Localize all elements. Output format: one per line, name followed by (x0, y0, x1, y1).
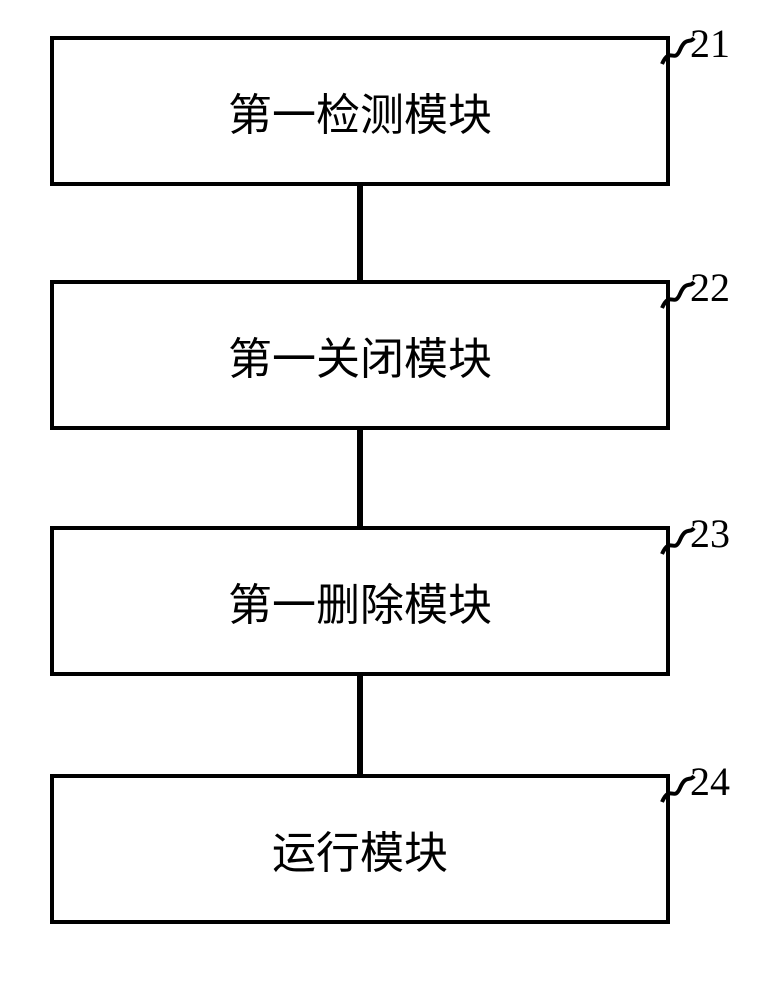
reference-label-24: 24 (690, 758, 730, 805)
module-box-23: 第一删除模块 (50, 526, 670, 676)
module-box-22-text: 第一关闭模块 (228, 323, 492, 387)
module-box-24-text: 运行模块 (272, 817, 448, 881)
diagram-canvas: 第一检测模块 21 第一关闭模块 22 第一删除模块 23 运行模块 24 (0, 0, 774, 1000)
reference-label-23: 23 (690, 510, 730, 557)
reference-label-21: 21 (690, 20, 730, 67)
module-box-23-text: 第一删除模块 (228, 569, 492, 633)
connector-23-24 (357, 676, 363, 774)
reference-label-22: 22 (690, 264, 730, 311)
connector-21-22 (357, 186, 363, 280)
connector-22-23 (357, 430, 363, 526)
module-box-22: 第一关闭模块 (50, 280, 670, 430)
module-box-21: 第一检测模块 (50, 36, 670, 186)
module-box-24: 运行模块 (50, 774, 670, 924)
module-box-21-text: 第一检测模块 (228, 79, 492, 143)
